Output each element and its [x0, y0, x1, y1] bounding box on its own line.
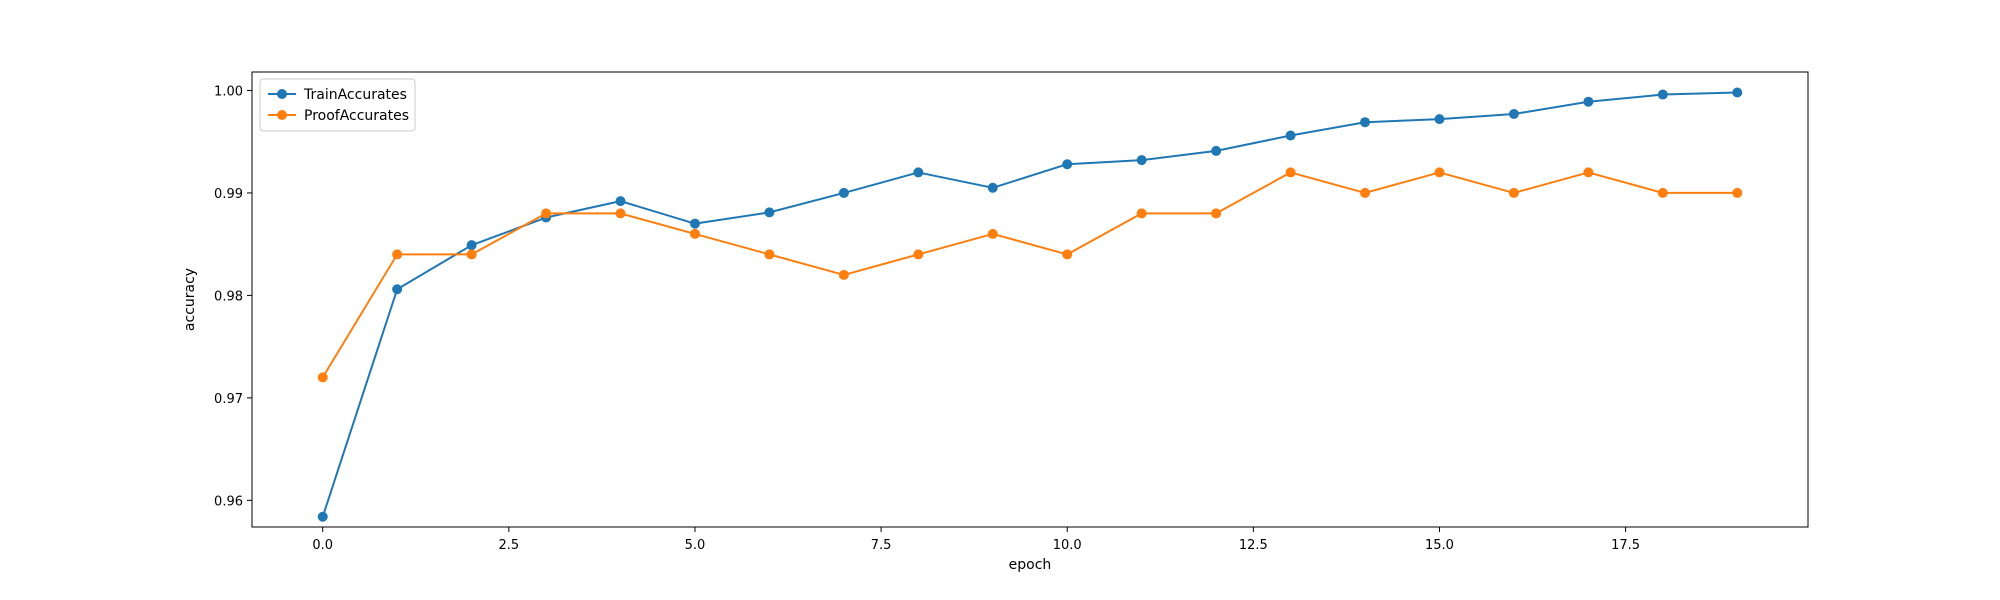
- series-ProofAccurates: [317, 167, 1743, 383]
- legend-label: TrainAccurates: [303, 87, 407, 103]
- x-tick-label: 7.5: [871, 538, 892, 553]
- legend: TrainAccurates ProofAccurates: [259, 78, 416, 132]
- axes-frame: [251, 71, 1809, 528]
- data-point: [1508, 187, 1519, 198]
- data-point: [1062, 159, 1073, 170]
- series-layer: [317, 87, 1743, 522]
- data-point: [541, 208, 552, 219]
- data-point: [1285, 130, 1296, 141]
- data-point: [1732, 87, 1743, 98]
- x-tick-label: 5.0: [685, 538, 706, 553]
- y-axis-label: accuracy: [182, 268, 198, 331]
- y-tick-label: 0.98: [214, 289, 243, 304]
- y-axis: 0.96 0.97 0.98 0.99 1.00: [214, 84, 252, 509]
- data-point: [1657, 187, 1668, 198]
- data-point: [1360, 187, 1371, 198]
- data-point: [1136, 155, 1147, 166]
- y-tick-label: 0.96: [214, 494, 243, 509]
- legend-marker: [277, 110, 287, 120]
- data-point: [317, 511, 328, 522]
- data-point: [1136, 208, 1147, 219]
- y-tick-label: 0.99: [214, 187, 243, 202]
- data-point: [1062, 249, 1073, 260]
- series-TrainAccurates: [317, 87, 1743, 522]
- data-point: [1583, 96, 1594, 107]
- x-tick-label: 12.5: [1239, 538, 1268, 553]
- data-point: [764, 207, 775, 218]
- data-point: [466, 240, 477, 251]
- data-point: [1508, 109, 1519, 120]
- legend-box: [259, 78, 416, 132]
- data-point: [1583, 167, 1594, 178]
- data-point: [838, 269, 849, 280]
- series-line: [321, 171, 1738, 378]
- x-axis-label: epoch: [1009, 557, 1052, 573]
- data-point: [1434, 114, 1445, 125]
- x-tick-label: 15.0: [1425, 538, 1454, 553]
- data-point: [689, 228, 700, 239]
- data-point: [913, 249, 924, 260]
- x-tick-label: 10.0: [1053, 538, 1082, 553]
- data-point: [466, 249, 477, 260]
- data-point: [987, 228, 998, 239]
- data-point: [838, 187, 849, 198]
- legend-marker: [277, 89, 287, 99]
- data-point: [764, 249, 775, 260]
- data-point: [615, 208, 626, 219]
- data-point: [1211, 145, 1222, 156]
- data-point: [317, 372, 328, 383]
- data-point: [1211, 208, 1222, 219]
- y-tick-label: 1.00: [214, 84, 243, 99]
- y-tick-label: 0.97: [214, 392, 243, 407]
- data-point: [1285, 167, 1296, 178]
- data-point: [987, 182, 998, 193]
- x-tick-label: 2.5: [499, 538, 520, 553]
- data-point: [689, 218, 700, 229]
- x-tick-label: 0.0: [312, 538, 333, 553]
- x-tick-label: 17.5: [1611, 538, 1640, 553]
- data-point: [392, 249, 403, 260]
- data-point: [1732, 187, 1743, 198]
- data-point: [1657, 89, 1668, 100]
- data-point: [615, 196, 626, 207]
- legend-item: ProofAccurates: [268, 108, 409, 124]
- data-point: [913, 167, 924, 178]
- data-point: [1434, 167, 1445, 178]
- legend-item: TrainAccurates: [268, 87, 407, 103]
- series-line: [321, 91, 1738, 518]
- data-point: [1360, 117, 1371, 128]
- legend-label: ProofAccurates: [304, 108, 409, 124]
- data-point: [392, 284, 403, 295]
- x-axis: 0.0 2.5 5.0 7.5 10.0 12.5 15.0 17.5: [312, 527, 1640, 553]
